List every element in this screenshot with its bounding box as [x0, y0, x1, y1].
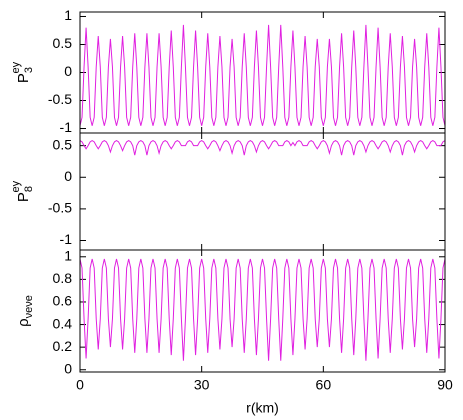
y-tick-label: -1	[60, 119, 73, 135]
panel-frame	[79, 11, 446, 134]
x-tick-label: 30	[194, 377, 210, 393]
y-tick-label: 0.5	[53, 35, 73, 51]
y-label-sub: 3	[23, 67, 35, 73]
y-tick-label: 1	[64, 7, 72, 23]
y-label-sup: ey	[10, 180, 22, 192]
y-tick-label: 0	[64, 360, 72, 376]
plot-clip-group	[79, 140, 446, 156]
plot-clip-group	[79, 258, 446, 361]
y-tick-label: 0	[64, 63, 72, 79]
y-label-sup: ey	[10, 61, 22, 73]
x-tick-label: 90	[437, 377, 453, 393]
y-tick-label: -0.5	[48, 91, 72, 107]
y-tick-label: -1	[60, 231, 73, 247]
y-label-base: P	[15, 73, 32, 83]
plot-clip-group	[79, 24, 446, 126]
x-axis-label: r(km)	[246, 400, 279, 416]
y-tick-label: 0	[64, 168, 72, 184]
x-tick-label: 60	[316, 377, 332, 393]
y-axis-label: P8ey	[10, 180, 35, 202]
y-tick-label: 0.5	[53, 136, 73, 152]
y-label-base: P	[15, 192, 32, 202]
y-axis-label: ρνeνe	[15, 295, 35, 327]
y-tick-label: 0.4	[53, 315, 73, 331]
y-label-base: ρ	[15, 318, 32, 327]
y-axis-label: P3ey	[10, 61, 35, 83]
series-line	[79, 140, 446, 156]
y-tick-label: 0.6	[53, 293, 73, 309]
y-tick-label: 0.8	[53, 270, 73, 286]
y-label-sub: 8	[23, 186, 35, 192]
series-line	[79, 24, 446, 126]
y-tick-label: -0.5	[48, 200, 72, 216]
x-tick-label: 0	[76, 377, 84, 393]
y-tick-label: 0.2	[53, 338, 73, 354]
y-tick-label: 1	[64, 247, 72, 263]
panel-frame	[79, 249, 446, 373]
y-label-sub: νeνe	[23, 295, 35, 318]
series-line	[79, 258, 446, 361]
